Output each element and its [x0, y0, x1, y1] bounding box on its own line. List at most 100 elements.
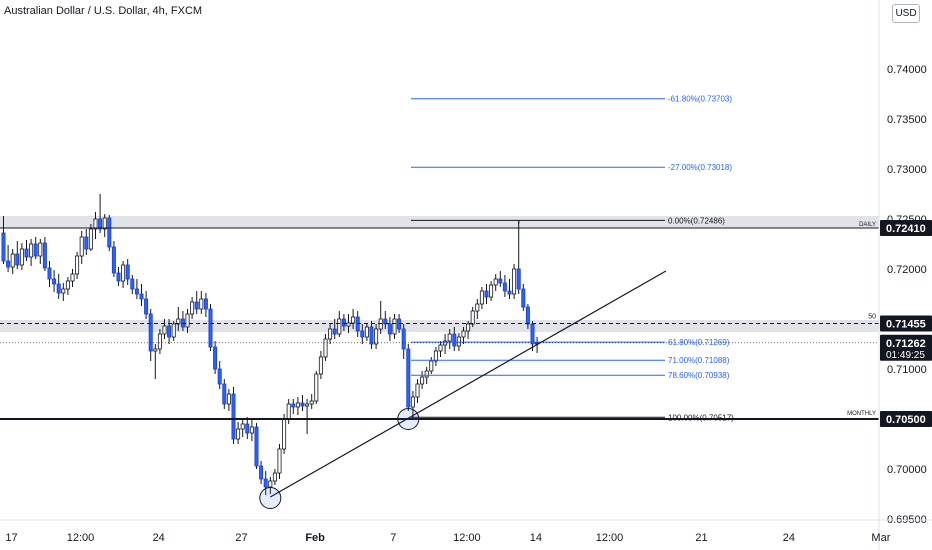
touch-circle-0: [259, 487, 282, 509]
candle-body: [286, 403, 291, 420]
time-tick-label: 27: [235, 532, 247, 544]
candle-body: [424, 370, 429, 378]
candle-body: [466, 323, 471, 332]
time-tick-label: Feb: [305, 532, 325, 544]
candle-body: [185, 313, 190, 328]
candle-body: [346, 322, 351, 327]
candle-body: [6, 260, 11, 268]
candlesticks: [1, 194, 540, 495]
candle-body: [134, 288, 139, 295]
currency-button[interactable]: USD: [892, 4, 920, 23]
candle-body: [305, 403, 310, 407]
candle-body: [107, 217, 112, 248]
candle-body: [213, 346, 218, 370]
candle-body: [121, 264, 126, 282]
support-resistance-zones: [0, 216, 879, 332]
candle-body: [410, 396, 415, 408]
candle-body: [217, 368, 222, 385]
candle-body: [254, 426, 259, 467]
candle-body: [521, 288, 526, 308]
candle-body: [65, 280, 70, 290]
price-tick-label: 0.73500: [887, 114, 927, 126]
candle-body: [98, 218, 103, 230]
candle-body: [291, 403, 296, 408]
candle-body: [420, 376, 425, 385]
candle-body: [116, 272, 121, 282]
candle-body: [328, 328, 333, 340]
zone-1: [0, 320, 879, 332]
time-tick-label: 24: [783, 532, 795, 544]
candle-body: [102, 217, 107, 230]
candle-body: [272, 472, 277, 482]
fib-label: 71.00%(0.71088): [668, 356, 730, 365]
current-price-tag-bg: [880, 334, 932, 361]
candle-body: [364, 326, 369, 338]
candle-body: [75, 255, 80, 275]
candle-body: [438, 344, 443, 352]
fib-label: -61.80%(0.73703): [668, 95, 732, 104]
candle-body: [300, 402, 305, 407]
candle-body: [125, 264, 130, 280]
candle-body: [277, 448, 282, 474]
candle-body: [194, 301, 199, 310]
current-price-tag-label: 0.71262: [886, 338, 926, 350]
time-tick-label: 21: [695, 532, 707, 544]
candle-body: [171, 323, 176, 338]
candle-body: [93, 218, 98, 230]
candle-body: [203, 298, 208, 310]
candle-body: [443, 340, 448, 346]
candle-body: [42, 242, 47, 269]
candle-body: [139, 293, 144, 300]
candle-body: [489, 284, 494, 298]
candle-body: [530, 323, 535, 345]
candle-body: [245, 423, 250, 434]
time-axis[interactable]: 17 12:00 24 27 Feb 7 12:00 14 12:00 21 24 Mar: [0, 519, 932, 544]
candle-body: [231, 393, 236, 440]
price-tick-label: 0.70000: [887, 464, 927, 476]
monthly-level-tag: MONTHLY: [847, 411, 876, 417]
candle-body: [240, 423, 245, 430]
daily-level-tag: DAILY: [859, 222, 876, 228]
candle-body: [470, 310, 475, 325]
candle-body: [157, 333, 162, 350]
time-tick-label: 12:00: [596, 532, 624, 544]
time-tick-label: 12:00: [453, 532, 481, 544]
candle-body: [1, 232, 6, 262]
fib-label: -27.00%(0.73018): [668, 163, 732, 172]
candle-body: [199, 298, 204, 310]
candle-body: [222, 383, 227, 405]
zone-0: [0, 216, 879, 228]
candle-body: [259, 465, 264, 480]
time-tick-label: 12:00: [67, 532, 95, 544]
fib-label: 0.00%(0.72486): [668, 216, 725, 225]
fibonacci-retracement[interactable]: -61.80%(0.73703) -27.00%(0.73018) 0.00%(0.…: [411, 95, 734, 423]
touch-circle-1: [397, 408, 420, 430]
candle-body: [167, 325, 172, 338]
daily-price-tag-label: 0.72410: [886, 223, 926, 235]
fifty-price-tag-bg: [880, 315, 932, 332]
candle-body: [70, 273, 75, 282]
candle-body: [19, 248, 24, 266]
monthly-price-tag-label: 0.70500: [886, 414, 926, 426]
time-tick-label: 24: [153, 532, 165, 544]
candle-body: [162, 325, 167, 335]
candle-body: [190, 301, 195, 315]
candle-body: [337, 318, 342, 335]
candle-body: [309, 400, 314, 405]
candle-body: [525, 306, 530, 325]
candle-body: [226, 393, 231, 405]
candle-body: [406, 348, 411, 408]
current-price-tag-countdown: 01:49:25: [886, 350, 925, 361]
candle-body: [512, 268, 517, 295]
candle-body: [52, 278, 57, 285]
price-axis[interactable]: 0.740000.735000.730000.725000.720000.715…: [878, 0, 927, 550]
candle-body: [369, 326, 374, 345]
candle-body: [295, 402, 300, 408]
horizontal-levels: DAILY 50 MONTHLY: [0, 222, 879, 420]
candle-body: [84, 236, 89, 250]
trendline[interactable]: [259, 270, 667, 509]
candle-body: [452, 333, 457, 347]
candle-body: [282, 418, 287, 450]
